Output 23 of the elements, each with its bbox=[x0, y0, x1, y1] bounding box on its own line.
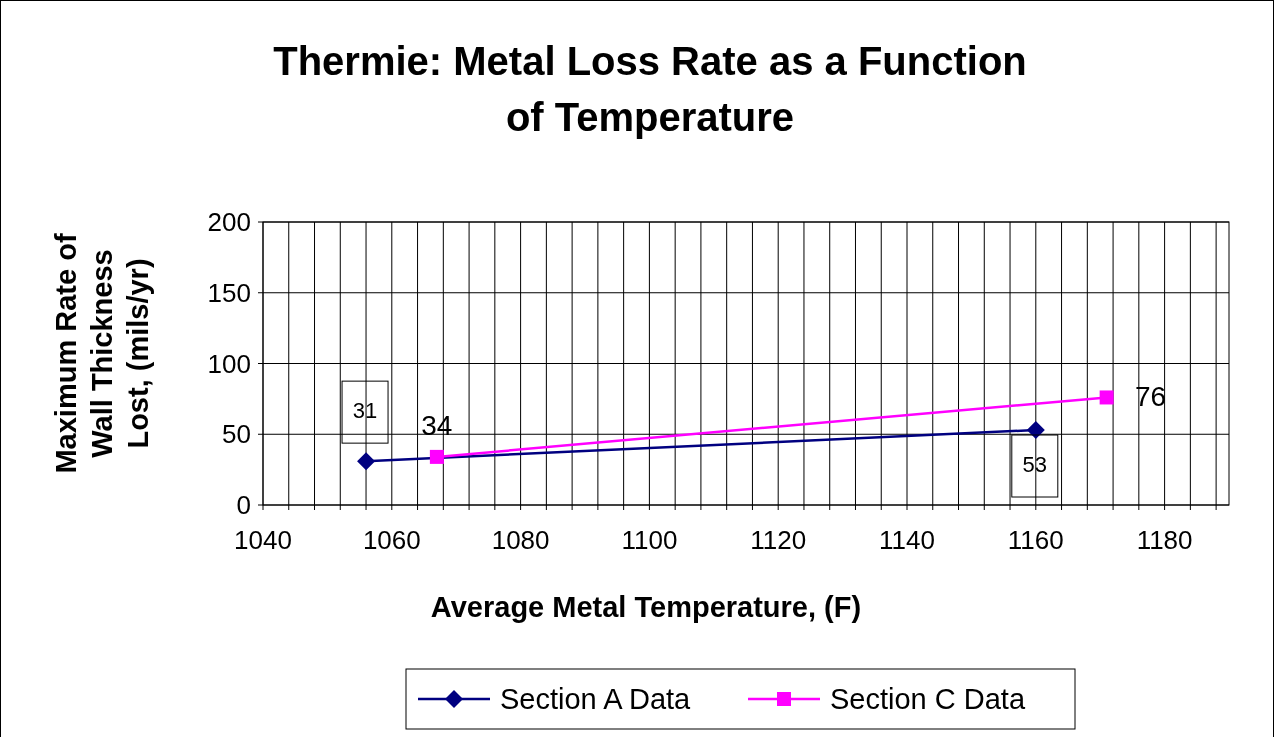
y-tick-label: 200 bbox=[207, 207, 251, 237]
x-tick-label: 1040 bbox=[234, 525, 292, 555]
x-tick-label: 1060 bbox=[362, 525, 421, 555]
y-axis-title: Maximum Rate of Wall Thickness Lost, (mils/yr) bbox=[50, 233, 154, 474]
x-tick-label: 1120 bbox=[750, 525, 807, 555]
point bbox=[357, 452, 376, 471]
y-tick-label: 100 bbox=[207, 348, 251, 379]
x-tick-label: 1160 bbox=[1007, 525, 1064, 555]
chart-title: Thermie: Metal Loss Rate as a Function of Temperature bbox=[273, 39, 1027, 139]
x-tick-label: 1180 bbox=[1136, 525, 1193, 555]
x-tick-label: 1080 bbox=[491, 525, 550, 555]
x-axis-title: Average Metal Temperature, (F) bbox=[430, 591, 862, 623]
y-tick-label: 50 bbox=[222, 419, 251, 450]
point bbox=[429, 449, 444, 464]
y-tick-label: 150 bbox=[207, 277, 251, 308]
x-tick-label: 1100 bbox=[621, 525, 678, 555]
y-tick-label: 0 bbox=[236, 490, 251, 520]
data-label: 31 bbox=[352, 398, 378, 424]
point bbox=[1099, 390, 1114, 405]
legend-label: Section A Data bbox=[500, 683, 692, 715]
legend-label: Section C Data bbox=[830, 683, 1026, 715]
x-tick-label: 1140 bbox=[879, 525, 935, 555]
point bbox=[1026, 421, 1045, 440]
